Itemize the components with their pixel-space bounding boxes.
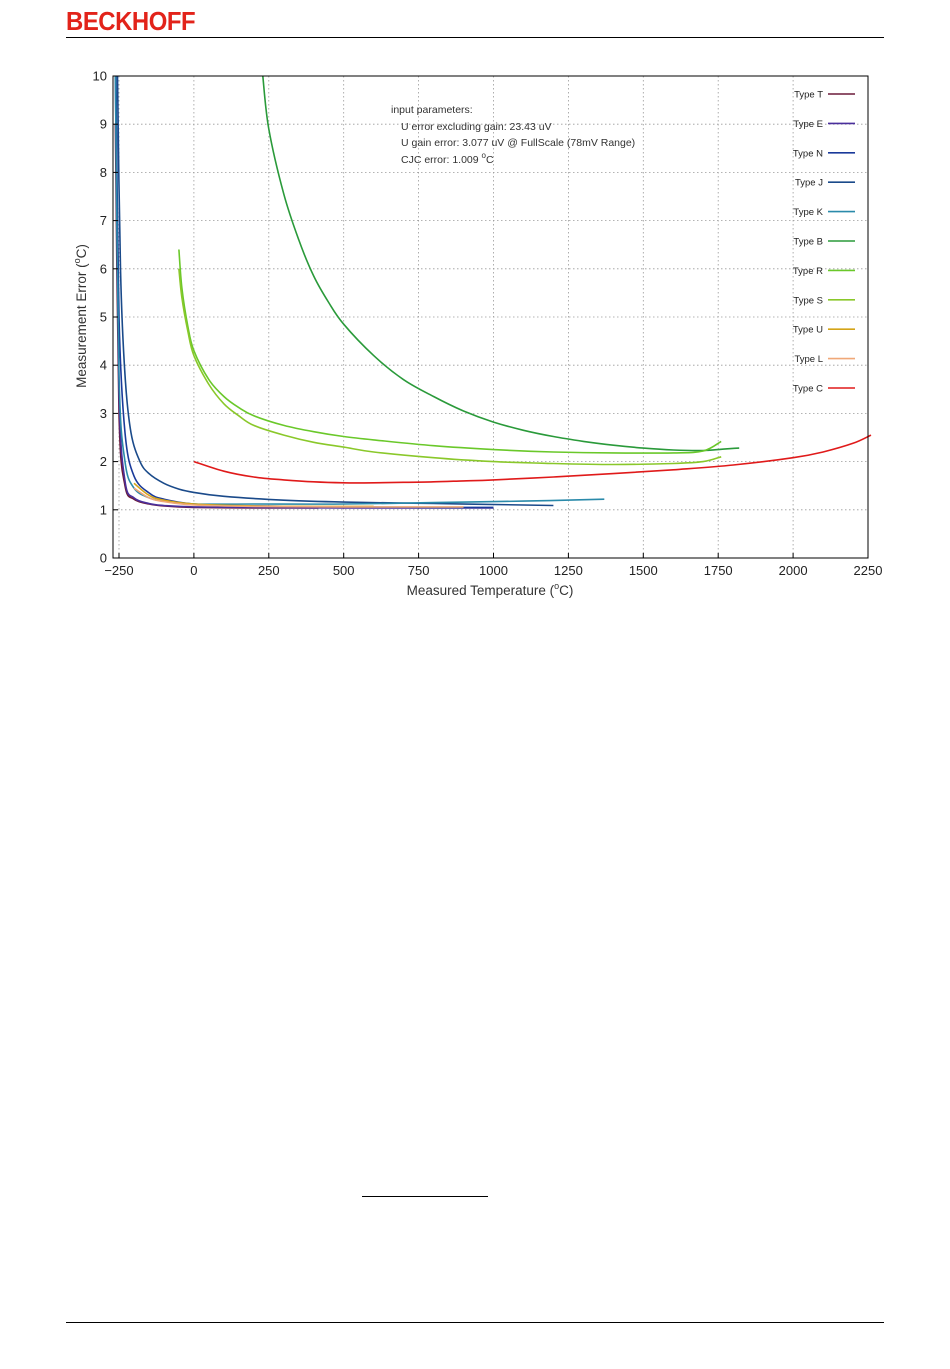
x-tick-label: 2000 (779, 563, 808, 578)
legend-label-type-e: Type E (793, 119, 823, 130)
series-line-type-l (133, 487, 464, 508)
series-line-type-c (193, 434, 872, 484)
y-tick-label: 8 (100, 165, 107, 180)
x-tick-label: 750 (408, 563, 430, 578)
annotation-cjc-error: CJC error: 1.009 oC (401, 151, 494, 166)
legend-label-type-s: Type S (793, 295, 823, 306)
annotation-gain-error: U gain error: 3.077 uV @ FullScale (78mV… (401, 137, 635, 149)
y-tick-label: 5 (100, 310, 107, 325)
legend-label-type-t: Type T (794, 90, 823, 101)
header-divider (66, 37, 884, 38)
y-tick-label: 0 (100, 551, 107, 566)
y-tick-label: 3 (100, 406, 107, 421)
y-tick-label: 1 (100, 502, 107, 517)
series-line-type-b (262, 75, 740, 452)
x-tick-label: 1750 (704, 563, 733, 578)
legend-label-type-u: Type U (793, 325, 823, 336)
x-tick-label: −250 (104, 563, 133, 578)
x-tick-label: 1500 (629, 563, 658, 578)
y-axis-label: Measurement Error (oC) (72, 244, 89, 388)
x-tick-label: 1250 (554, 563, 583, 578)
legend-label-type-j: Type J (795, 178, 823, 189)
x-tick-label: 2250 (854, 563, 883, 578)
annotation-heading: input parameters: (391, 104, 473, 116)
x-tick-label: 500 (333, 563, 355, 578)
series-line-type-s (178, 268, 722, 466)
thermocouple-error-chart: −250 0 250 500 750 1000 1250 1500 1750 2000 225001… (72, 69, 883, 599)
series-line-type-r (178, 249, 722, 454)
legend-label-type-r: Type R (793, 266, 823, 277)
x-axis-label: Measured Temperature (oC) (407, 581, 574, 598)
x-tick-label: 250 (258, 563, 280, 578)
y-tick-label: 6 (100, 261, 107, 276)
brand-logo: BECKHOFF (66, 6, 196, 36)
legend-label-type-l: Type L (794, 354, 823, 365)
tick-labels: −250 0 250 500 750 1000 1250 1500 1750 2000 225001… (93, 69, 883, 579)
legend-label-type-b: Type B (793, 237, 823, 248)
input-parameters-annotation: input parameters: U error excluding gain… (391, 104, 635, 166)
legend-label-type-c: Type C (793, 384, 823, 395)
annotation-u-error: U error excluding gain: 23.43 uV (401, 121, 552, 133)
legend-label-type-k: Type K (793, 207, 823, 218)
series-line-type-t (114, 124, 319, 509)
legend-label-type-n: Type N (793, 148, 823, 159)
footer-divider (66, 1322, 884, 1323)
x-tick-label: 0 (190, 563, 197, 578)
y-tick-label: 9 (100, 117, 107, 132)
series-layer (114, 75, 872, 509)
y-tick-label: 4 (100, 358, 107, 373)
y-tick-label: 2 (100, 454, 107, 469)
legend: Type T Type E Type N Type J Type K Type B Type… (793, 90, 855, 395)
footnote-divider (362, 1196, 488, 1197)
y-tick-label: 7 (100, 213, 107, 228)
y-tick-label: 10 (93, 69, 107, 84)
x-tick-label: 1000 (479, 563, 508, 578)
